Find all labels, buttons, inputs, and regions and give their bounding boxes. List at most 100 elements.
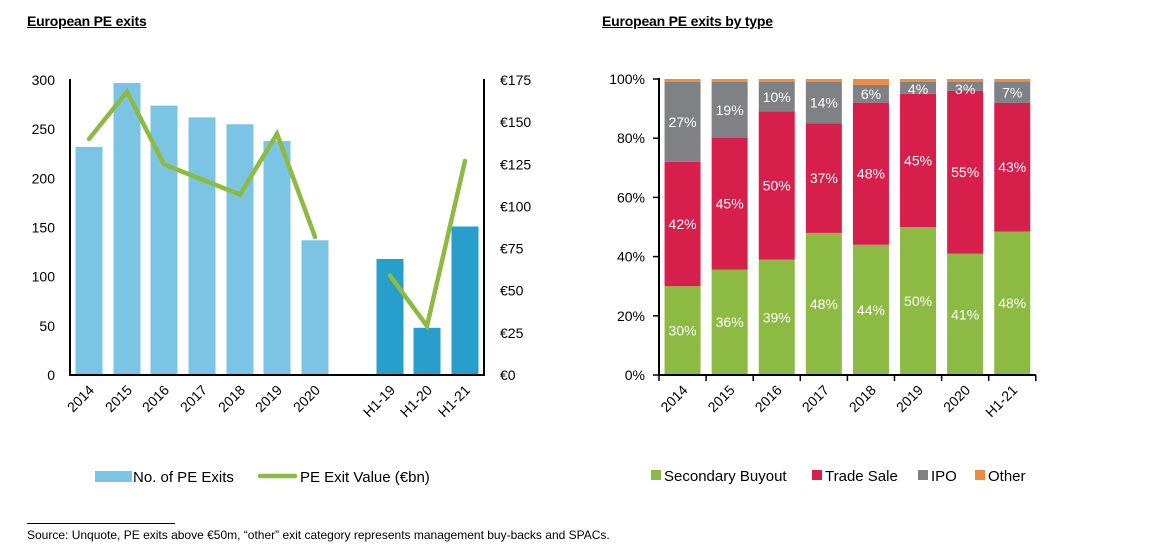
left-y-tick-label: 200: [32, 170, 56, 186]
pe-exits-combo-chart: 0 50 100 150 200 250 300 €0 €25 €50 €75 €100 €125 €15…: [32, 72, 532, 486]
segment-secondary-buyout-2014: [664, 286, 701, 375]
data-label: 45%: [716, 196, 744, 212]
data-label: 30%: [669, 323, 697, 339]
segment-trade-sale-H1-21: [994, 102, 1031, 232]
segment-other-2019: [900, 79, 937, 82]
x-tick-label: 2019: [893, 382, 926, 415]
x-tick-label: 2015: [704, 382, 737, 415]
segment-secondary-buyout-2015: [711, 269, 748, 375]
segment-other-2016: [758, 79, 795, 82]
exits-bar-2019: [263, 140, 291, 375]
data-label: 19%: [716, 102, 744, 118]
segment-ipo-2018: [852, 84, 889, 103]
data-label: 4%: [908, 81, 928, 97]
data-label: 55%: [951, 164, 979, 180]
data-label: 10%: [763, 89, 791, 105]
data-label: 45%: [904, 152, 932, 168]
segment-secondary-buyout-2016: [758, 259, 795, 375]
segment-ipo-H1-21: [994, 81, 1031, 103]
right-y-tick-label: €75: [500, 241, 524, 257]
legend-label-exits: No. of PE Exits: [133, 469, 234, 486]
right-y-tick-label: €175: [500, 72, 531, 88]
x-tick-label: 2017: [799, 382, 832, 415]
data-label: 39%: [763, 309, 791, 325]
segment-trade-sale-2017: [805, 123, 842, 233]
x-tick-label: 2014: [657, 382, 690, 415]
segment-other-H1-21: [994, 79, 1031, 82]
data-label: 42%: [669, 216, 697, 232]
right-y-tick-label: €125: [500, 156, 531, 172]
legend-label-trade-sale: Trade Sale: [825, 468, 898, 485]
x-tick-label: H1-21: [982, 382, 1020, 420]
data-label: 41%: [951, 306, 979, 322]
exits-bar-2014: [75, 146, 103, 375]
legend-label-other: Other: [988, 468, 1026, 485]
segment-trade-sale-2015: [711, 137, 748, 270]
segment-ipo-2014: [664, 81, 701, 162]
data-label: 50%: [904, 293, 932, 309]
exits-bar-2020: [301, 240, 329, 375]
segment-secondary-buyout-2017: [805, 232, 842, 375]
data-label: 14%: [810, 95, 838, 111]
legend-label-exit-value: PE Exit Value (€bn): [300, 469, 430, 486]
y-tick-label: 80%: [617, 130, 645, 146]
exits-bar-2017: [188, 117, 216, 375]
footnote-source: Source: Unquote, PE exits above €50m, “o…: [27, 528, 610, 542]
segment-trade-sale-2016: [758, 111, 795, 260]
legend-swatch-other: [975, 470, 985, 480]
segment-trade-sale-2019: [900, 93, 937, 227]
segment-secondary-buyout-H1-21: [994, 231, 1031, 375]
segment-ipo-2019: [900, 81, 937, 94]
segment-trade-sale-2020: [947, 90, 984, 254]
segment-ipo-2015: [711, 81, 748, 138]
segment-ipo-2017: [805, 81, 842, 124]
exits-bar-H1-20: [413, 327, 441, 375]
right-chart-title: European PE exits by type: [602, 13, 773, 29]
data-label: 48%: [810, 296, 838, 312]
segment-ipo-2020: [947, 81, 984, 91]
right-y-tick-label: €25: [500, 325, 524, 341]
x-tick-label: 2020: [940, 382, 973, 415]
segment-other-2014: [664, 79, 701, 82]
data-label: 48%: [857, 166, 885, 182]
legend-swatch-secondary-buyout: [651, 470, 661, 480]
left-y-tick-label: 300: [32, 72, 56, 88]
left-y-tick-label: 50: [39, 318, 55, 334]
data-label: 36%: [716, 314, 744, 330]
segment-ipo-2016: [758, 81, 795, 112]
data-label: 48%: [998, 295, 1026, 311]
left-y-tick-label: 150: [32, 220, 56, 236]
left-y-tick-label: 250: [32, 121, 56, 137]
left-y-tick-label: 100: [32, 269, 56, 285]
legend-swatch-exits: [95, 471, 132, 482]
segment-secondary-buyout-2018: [852, 244, 889, 375]
segment-other-2017: [805, 79, 842, 82]
data-label: 7%: [1002, 84, 1022, 100]
segment-other-2020: [947, 79, 984, 82]
segment-other-2015: [711, 79, 748, 82]
data-label: 3%: [955, 81, 975, 97]
data-label: 27%: [669, 114, 697, 130]
data-label: 6%: [861, 86, 881, 102]
right-y-tick-label: €0: [500, 367, 516, 383]
exits-bar-2015: [113, 82, 141, 375]
x-tick-label: 2016: [752, 382, 785, 415]
legend-label-ipo: IPO: [931, 468, 957, 485]
footnote-divider: [27, 523, 175, 524]
segment-other-2018: [852, 79, 889, 85]
legend-swatch-ipo: [918, 470, 928, 480]
y-tick-label: 0%: [625, 367, 645, 383]
exits-bar-H1-21: [451, 226, 479, 375]
legend-swatch-trade-sale: [812, 470, 822, 480]
y-tick-label: 60%: [617, 189, 645, 205]
y-tick-label: 40%: [617, 249, 645, 265]
exits-bar-2018: [226, 124, 254, 375]
data-label: 44%: [857, 302, 885, 318]
right-y-tick-label: €50: [500, 283, 524, 299]
y-tick-label: 100%: [609, 71, 645, 87]
data-label: 43%: [998, 159, 1026, 175]
segment-trade-sale-2014: [664, 161, 701, 287]
pe-exits-by-type-chart: 30% 42% 27% 2014 36% 45% 19% 2015 39% 50% 10% 2016 4…: [609, 71, 1037, 485]
right-y-tick-label: €150: [500, 114, 531, 130]
segment-secondary-buyout-2019: [900, 227, 937, 375]
